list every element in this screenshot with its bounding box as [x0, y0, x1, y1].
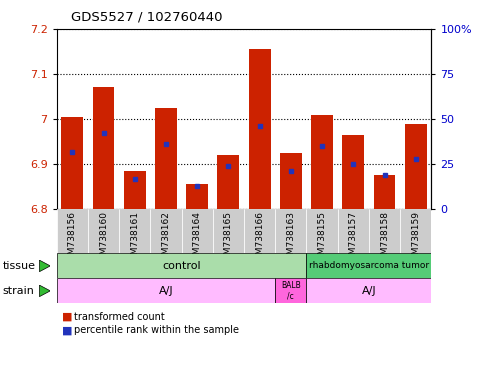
Bar	[57, 253, 307, 278]
Bar	[374, 175, 395, 209]
Bar	[307, 209, 338, 253]
Text: GSM738156: GSM738156	[68, 212, 77, 266]
Bar	[307, 278, 431, 303]
Bar	[213, 209, 244, 253]
Text: ■: ■	[62, 325, 72, 335]
Bar	[280, 153, 302, 209]
Bar	[150, 209, 181, 253]
Polygon shape	[39, 260, 50, 272]
Text: transformed count: transformed count	[74, 312, 165, 322]
Bar	[275, 278, 307, 303]
Bar	[311, 114, 333, 209]
Text: GSM738159: GSM738159	[411, 212, 420, 266]
Bar	[217, 155, 240, 209]
Text: GSM738160: GSM738160	[99, 212, 108, 266]
Polygon shape	[39, 285, 50, 296]
Bar	[181, 209, 213, 253]
Bar	[307, 253, 431, 278]
Bar	[186, 184, 208, 209]
Text: tissue: tissue	[2, 261, 35, 271]
Text: GSM738155: GSM738155	[317, 212, 326, 266]
Text: GDS5527 / 102760440: GDS5527 / 102760440	[71, 10, 223, 23]
Bar	[244, 209, 275, 253]
Text: percentile rank within the sample: percentile rank within the sample	[74, 325, 239, 335]
Bar	[155, 108, 177, 209]
Text: GSM738164: GSM738164	[193, 212, 202, 266]
Text: A/J: A/J	[362, 286, 376, 296]
Text: GSM738157: GSM738157	[349, 212, 358, 266]
Bar	[124, 171, 146, 209]
Text: strain: strain	[2, 286, 35, 296]
Bar	[88, 209, 119, 253]
Bar	[57, 209, 88, 253]
Text: rhabdomyosarcoma tumor: rhabdomyosarcoma tumor	[309, 262, 429, 270]
Bar	[57, 278, 275, 303]
Bar	[342, 135, 364, 209]
Bar	[405, 124, 427, 209]
Bar	[400, 209, 431, 253]
Bar	[275, 209, 307, 253]
Text: GSM738158: GSM738158	[380, 212, 389, 266]
Bar	[369, 209, 400, 253]
Text: GSM738166: GSM738166	[255, 212, 264, 266]
Text: BALB
/c: BALB /c	[281, 281, 301, 301]
Text: GSM738162: GSM738162	[162, 212, 171, 266]
Text: GSM738165: GSM738165	[224, 212, 233, 266]
Bar	[61, 117, 83, 209]
Text: GSM738163: GSM738163	[286, 212, 295, 266]
Text: A/J: A/J	[159, 286, 173, 296]
Bar	[338, 209, 369, 253]
Bar	[249, 49, 271, 209]
Bar	[119, 209, 150, 253]
Text: GSM738161: GSM738161	[130, 212, 139, 266]
Text: control: control	[162, 261, 201, 271]
Bar	[93, 88, 114, 209]
Text: ■: ■	[62, 312, 72, 322]
